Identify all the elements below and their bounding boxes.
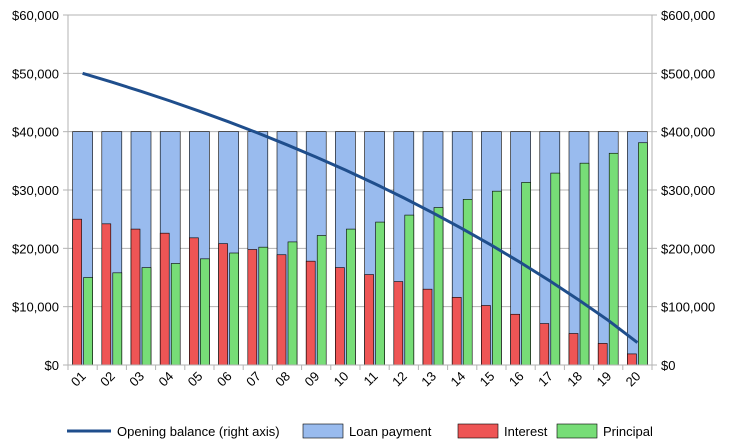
bar-principal [492,190,502,366]
bar-interest [72,218,82,366]
right-tick-label: $100,000 [661,300,715,315]
x-tick-label: 07 [243,369,264,390]
x-tick-label: 09 [301,369,322,390]
bar-interest [305,260,316,366]
bar-principal [83,277,93,366]
left-tick-label: $30,000 [12,183,59,198]
x-tick-label: 06 [214,369,235,390]
x-axis-ticks: 01 02 03 04 05 06 07 08 09 10 11 12 13 14 15 16 17 18 19 20 [68,369,644,390]
bar-interest [130,228,141,366]
left-tick-label: $20,000 [12,241,59,256]
bar-interest [189,237,199,366]
right-tick-label: $400,000 [661,125,715,140]
bar-interest [364,274,374,366]
x-tick-label: 02 [97,369,118,390]
bar-principal [433,207,444,366]
bar-principal [462,199,473,366]
x-tick-label: 05 [185,369,206,390]
left-tick-label: $0 [45,358,59,373]
x-tick-label: 16 [506,369,527,390]
bar-principal [579,162,590,366]
right-axis-ticks: $0 $100,000 $200,000 $300,000 $400,000 $500,0… [661,8,715,373]
bar-principal [375,221,385,366]
bar-principal [229,252,239,366]
legend-swatch [302,423,344,439]
bar-principal [521,182,531,366]
axes [63,14,657,370]
bar-interest [159,232,170,366]
right-tick-label: $300,000 [661,183,715,198]
bar-interest [451,297,462,366]
legend: Opening balance (right axis) Loan payment… [67,423,653,439]
x-tick-label: 19 [593,369,614,390]
right-tick-label: $500,000 [661,66,715,81]
bars [72,131,648,366]
bar-interest [393,281,404,366]
bar-interest [568,333,579,366]
left-tick-label: $10,000 [12,300,59,315]
x-tick-label: 14 [447,369,468,390]
left-axis-ticks: $0 $10,000 $20,000 $30,000 $40,000 $50,000 $60… [12,8,59,373]
x-tick-label: 20 [623,369,644,390]
x-tick-label: 03 [126,369,147,390]
bar-interest [510,313,520,366]
bar-principal [404,214,415,366]
legend-label: Principal [603,424,653,439]
legend-swatch [457,423,499,439]
bar-interest [422,288,433,366]
x-tick-label: 04 [155,369,176,390]
legend-label: Interest [504,424,548,439]
bar-principal [550,172,561,366]
opening-balance-line [82,71,639,344]
x-tick-label: 15 [477,369,498,390]
legend-swatch [556,423,598,439]
bar-principal [170,263,181,366]
bar-principal [638,142,648,366]
right-tick-label: $200,000 [661,241,715,256]
left-tick-label: $40,000 [12,125,59,140]
x-tick-label: 17 [535,369,556,390]
bar-interest [276,254,287,366]
legend-label: Loan payment [349,424,432,439]
bar-principal [608,152,619,366]
x-tick-label: 12 [389,369,410,390]
legend-label: Opening balance (right axis) [117,424,280,439]
bar-interest [597,343,608,366]
right-tick-label: $0 [661,358,675,373]
bar-principal [200,258,210,366]
bar-interest [101,223,112,366]
bar-interest [481,305,491,366]
x-tick-label: 18 [564,369,585,390]
bar-interest [247,249,258,366]
bar-principal [316,235,327,366]
bar-principal [258,246,269,366]
bar-interest [218,243,228,366]
left-tick-label: $60,000 [12,8,59,23]
bar-interest [335,267,345,366]
bar-principal [141,267,152,366]
bar-principal [112,272,123,366]
bar-interest [627,353,637,366]
grid-lines [68,14,652,308]
right-tick-label: $600,000 [661,8,715,23]
x-tick-label: 13 [418,369,439,390]
x-tick-label: 11 [361,369,381,389]
x-tick-label: 08 [272,369,293,390]
bar-principal [287,241,298,366]
balance-line-group [82,71,639,344]
bar-principal [346,228,356,366]
left-tick-label: $50,000 [12,66,59,81]
x-tick-label: 01 [68,369,89,390]
bar-interest [539,323,550,366]
x-tick-label: 10 [331,369,352,390]
